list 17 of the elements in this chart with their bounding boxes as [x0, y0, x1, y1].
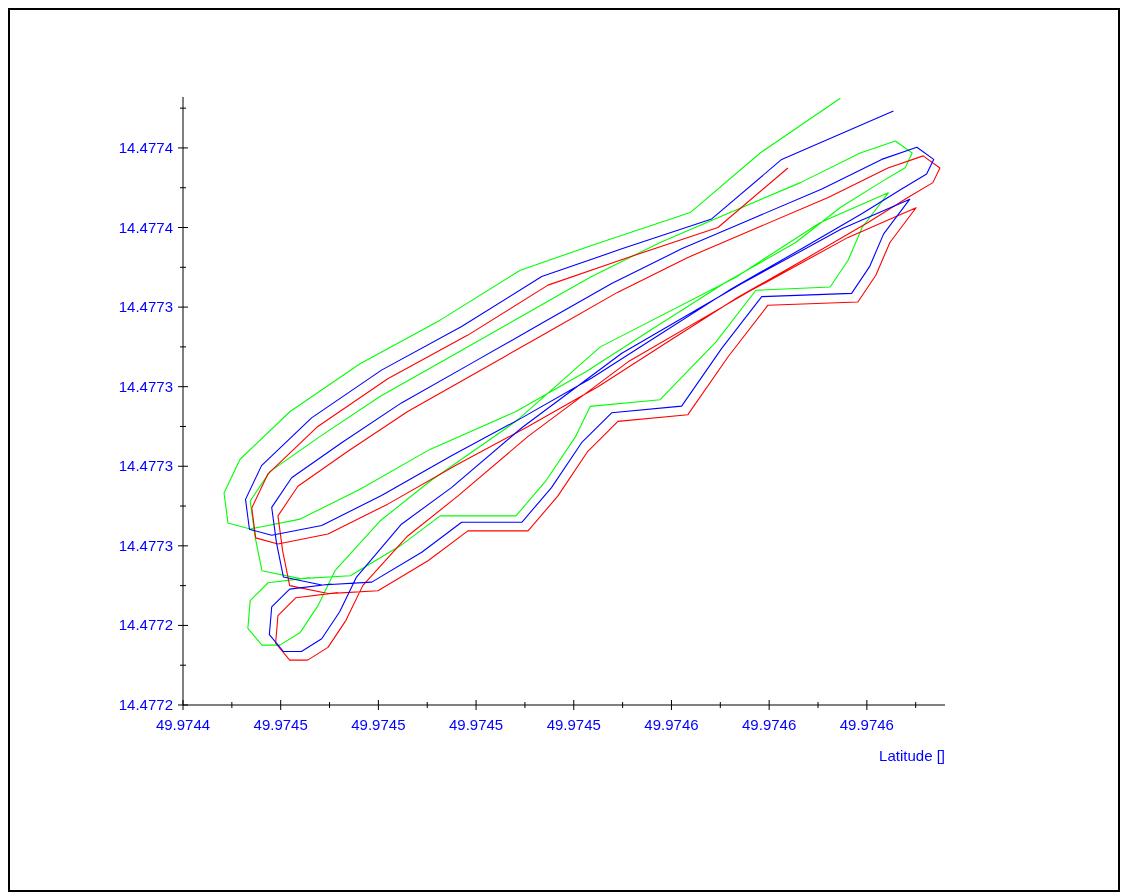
y-tick-label: 14.4773 [118, 377, 173, 395]
y-tick-label: 14.4774 [118, 138, 173, 156]
x-tick-label: 49.9745 [448, 716, 504, 733]
y-tick-label: 14.4773 [118, 457, 173, 475]
x-tick-label: 49.9745 [351, 716, 406, 733]
x-tick-label: 49.9745 [253, 716, 308, 733]
x-tick-label: 49.9746 [839, 716, 894, 733]
y-tick-label: 14.4773 [118, 298, 173, 316]
x-tick-label: 49.9746 [644, 716, 699, 733]
y-tick-label: 14.4774 [118, 218, 173, 236]
x-tick-label: 49.9744 [155, 716, 211, 733]
y-tick-label: 14.4772 [118, 696, 173, 713]
y-tick-label: 14.4773 [118, 536, 173, 554]
y-tick-label: 14.4772 [118, 616, 173, 634]
x-axis-title: Latitude [] [879, 747, 945, 764]
x-tick-label: 49.9746 [742, 716, 797, 733]
x-tick-label: 49.9745 [546, 716, 601, 733]
